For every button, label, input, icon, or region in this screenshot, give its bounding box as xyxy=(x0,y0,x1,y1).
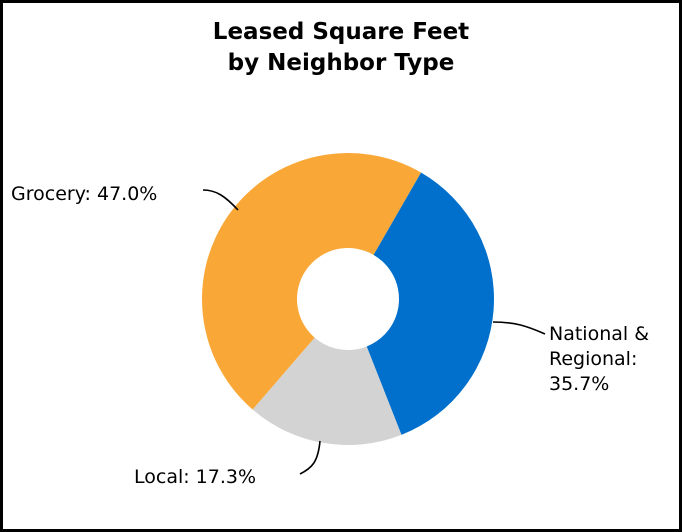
slice-labels: National & Regional: 35.7% Local: 17.3% Groc… xyxy=(11,183,649,488)
leader-line-1 xyxy=(492,321,546,335)
donut-slices xyxy=(202,153,494,446)
label-grocery: Grocery: 47.0% xyxy=(11,183,157,205)
slice-national-regional xyxy=(366,172,494,435)
label-line: 35.7% xyxy=(549,373,609,395)
label-line: Local: 17.3% xyxy=(134,466,256,488)
label-local: Local: 17.3% xyxy=(134,466,256,488)
leader-line-3 xyxy=(202,189,239,211)
slice-local xyxy=(252,337,402,446)
label-line: National & xyxy=(549,323,649,345)
label-national-regional: National & Regional: 35.7% xyxy=(549,323,649,395)
label-line: Regional: xyxy=(549,348,637,370)
slice-grocery xyxy=(202,153,421,410)
leader-lines xyxy=(202,189,546,475)
label-line: Grocery: 47.0% xyxy=(11,183,157,205)
chart-title: Leased Square Feet by Neighbor Type xyxy=(0,17,682,79)
chart-title-line-2: by Neighbor Type xyxy=(227,50,455,76)
leader-line-2 xyxy=(299,440,321,475)
chart-title-line-1: Leased Square Feet xyxy=(212,19,470,45)
